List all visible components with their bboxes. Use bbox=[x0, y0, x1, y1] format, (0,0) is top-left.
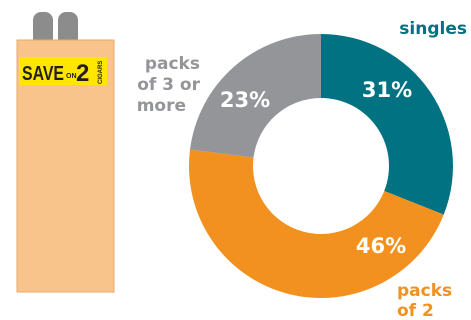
save-badge bbox=[19, 57, 107, 85]
category-label-packs-of-2: packs of 2 bbox=[397, 281, 452, 320]
category-label-packs-of-3-line-2: of 3 or bbox=[137, 75, 200, 95]
cigar-tip-left bbox=[33, 12, 53, 48]
value-label-singles: 31% bbox=[362, 78, 412, 102]
category-label-packs-of-3-line-3: more bbox=[137, 96, 186, 116]
badge-number-text: 2 bbox=[76, 60, 89, 87]
category-label-packs-of-2-line-1: packs bbox=[397, 281, 452, 301]
value-label-packs-of-2: 46% bbox=[356, 234, 406, 258]
donut-chart bbox=[189, 34, 453, 298]
badge-on-text: ON bbox=[66, 73, 77, 80]
badge-cigars-text: CIGARS bbox=[98, 61, 104, 84]
category-label-packs-of-3-or-more: packs of 3 or more bbox=[137, 54, 201, 116]
value-label-packs-of-3-or-more: 23% bbox=[220, 88, 270, 112]
cigar-tip-right bbox=[58, 12, 78, 48]
donut-slice-singles bbox=[321, 34, 453, 215]
donut-slice-packs-of-2 bbox=[189, 149, 444, 298]
category-label-packs-of-3-line-1: packs bbox=[145, 54, 200, 74]
category-label-packs-of-2-line-2: of 2 bbox=[397, 301, 434, 320]
cigar-pack-illustration: SAVE ON 2 CIGARS bbox=[16, 12, 115, 293]
donut-slice-packs-of-3-or-more bbox=[190, 34, 321, 158]
category-label-singles: singles bbox=[399, 19, 467, 39]
badge-save-text: SAVE bbox=[22, 63, 64, 85]
